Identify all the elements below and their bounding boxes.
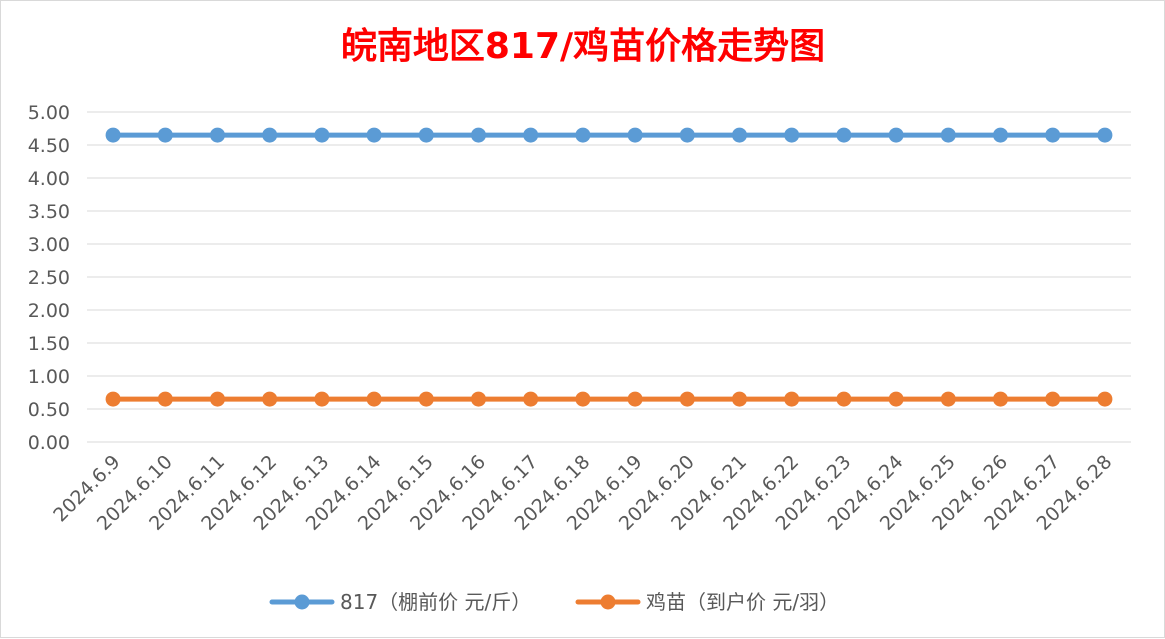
data-point xyxy=(784,127,800,143)
data-point xyxy=(575,127,591,143)
data-point xyxy=(836,391,852,407)
legend-label: 鸡苗（到户价 元/羽） xyxy=(646,590,839,614)
y-tick-label: 3.00 xyxy=(28,234,70,256)
data-point xyxy=(679,391,695,407)
data-point xyxy=(888,127,904,143)
series-1 xyxy=(105,127,1113,143)
data-point xyxy=(523,127,539,143)
series-2 xyxy=(105,391,1113,407)
data-point xyxy=(575,391,591,407)
y-tick-label: 1.00 xyxy=(28,366,70,388)
y-tick-label: 0.50 xyxy=(28,399,70,421)
y-axis: 0.00 0.50 1.00 1.50 2.00 2.50 3.00 3.50 4.00 4.50… xyxy=(28,102,70,454)
legend-item: 817（棚前价 元/斤） xyxy=(269,590,531,614)
data-point xyxy=(1045,127,1061,143)
x-axis: 2024.6.92024.6.102024.6.112024.6.122024.… xyxy=(49,451,1116,535)
data-point xyxy=(1045,391,1061,407)
data-point xyxy=(366,391,382,407)
data-point xyxy=(940,127,956,143)
data-point xyxy=(471,391,486,407)
data-point xyxy=(157,391,173,407)
data-point xyxy=(418,127,434,143)
y-tick-label: 1.50 xyxy=(28,333,70,355)
series-layer xyxy=(105,127,1113,407)
data-point xyxy=(210,127,225,143)
chart-title: 皖南地区817/鸡苗价格走势图 xyxy=(341,26,825,67)
legend-item: 鸡苗（到户价 元/羽） xyxy=(575,590,839,614)
data-point xyxy=(627,391,643,407)
data-point xyxy=(1097,391,1113,407)
data-point xyxy=(105,127,121,143)
y-tick-label: 0.00 xyxy=(28,432,70,454)
data-point xyxy=(314,391,330,407)
y-tick-label: 5.00 xyxy=(28,102,70,124)
legend-label: 817（棚前价 元/斤） xyxy=(340,590,531,614)
gridlines xyxy=(87,111,1131,443)
data-point xyxy=(314,127,330,143)
data-point xyxy=(993,127,1008,143)
data-point xyxy=(262,391,278,407)
y-tick-label: 3.50 xyxy=(28,201,70,223)
data-point xyxy=(732,127,747,143)
y-tick-label: 4.00 xyxy=(28,168,70,190)
data-point xyxy=(523,391,539,407)
data-point xyxy=(940,391,956,407)
data-point xyxy=(836,127,852,143)
data-point xyxy=(993,391,1008,407)
data-point xyxy=(888,391,904,407)
data-point xyxy=(471,127,486,143)
y-tick-label: 4.50 xyxy=(28,135,70,157)
data-point xyxy=(1097,127,1113,143)
data-point xyxy=(418,391,434,407)
y-tick-label: 2.00 xyxy=(28,300,70,322)
data-point xyxy=(784,391,800,407)
data-point xyxy=(157,127,173,143)
y-tick-label: 2.50 xyxy=(28,267,70,289)
data-point xyxy=(210,391,225,407)
data-point xyxy=(679,127,695,143)
data-point xyxy=(732,391,747,407)
data-point xyxy=(105,391,121,407)
legend-swatch-marker xyxy=(600,594,616,610)
legend-swatch-marker xyxy=(294,594,310,610)
legend: 817（棚前价 元/斤） 鸡苗（到户价 元/羽） xyxy=(269,590,839,614)
data-point xyxy=(366,127,382,143)
data-point xyxy=(627,127,643,143)
data-point xyxy=(262,127,278,143)
